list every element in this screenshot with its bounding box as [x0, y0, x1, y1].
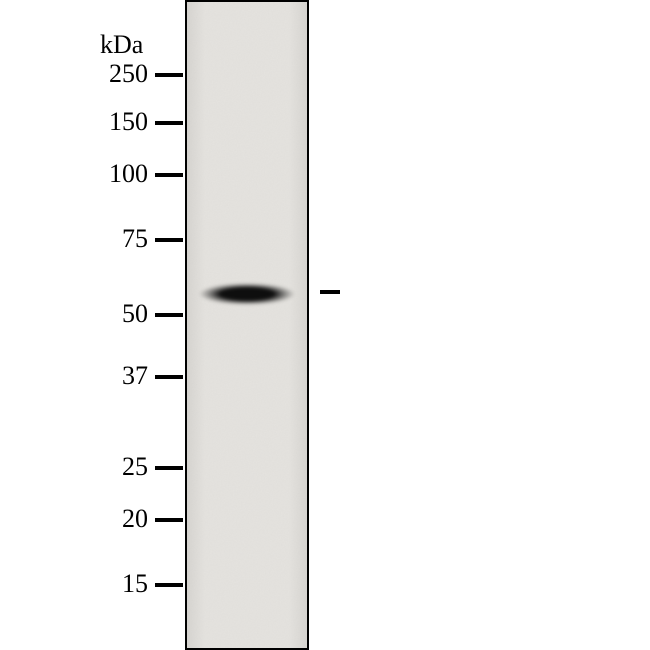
ladder-label: 100: [109, 159, 148, 189]
ladder-tick: [155, 375, 183, 379]
ladder-label: 50: [122, 299, 148, 329]
lane-background: [187, 2, 307, 648]
blot-figure: kDa 250 150 100 75 50 37 25 20 15: [0, 0, 650, 650]
ladder-tick: [155, 518, 183, 522]
blot-lane: [185, 0, 309, 650]
protein-band: [199, 283, 295, 305]
ladder-label: 25: [122, 452, 148, 482]
ladder-label: 75: [122, 224, 148, 254]
ladder-tick: [155, 73, 183, 77]
ladder-tick: [155, 121, 183, 125]
unit-label: kDa: [100, 30, 143, 60]
ladder-label: 15: [122, 569, 148, 599]
ladder-label: 250: [109, 59, 148, 89]
ladder-label: 20: [122, 504, 148, 534]
ladder-tick: [155, 173, 183, 177]
ladder-label: 150: [109, 107, 148, 137]
ladder-tick: [155, 238, 183, 242]
ladder-tick: [155, 583, 183, 587]
ladder-tick: [155, 313, 183, 317]
band-marker-right: [320, 290, 340, 294]
ladder-tick: [155, 466, 183, 470]
ladder-label: 37: [122, 361, 148, 391]
